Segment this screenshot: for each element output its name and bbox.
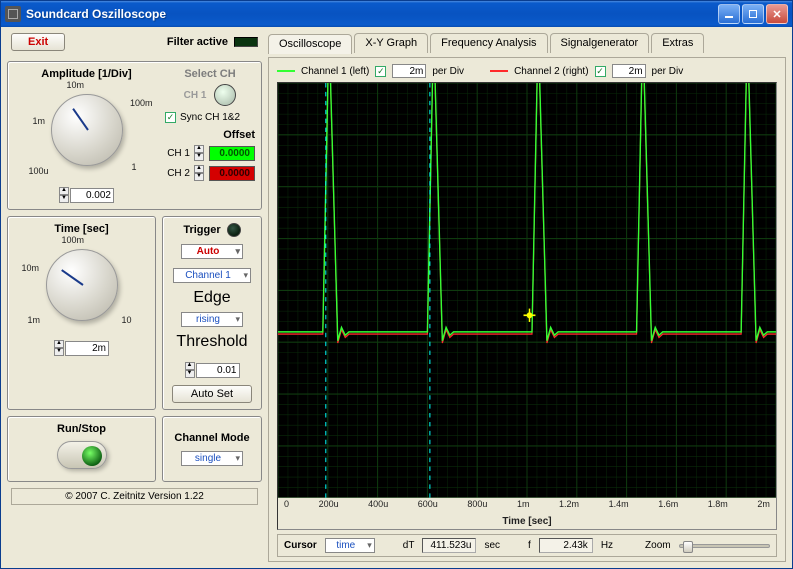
- time-panel: Time [sec] 1m 10m 100m 10 ▲▼: [7, 216, 156, 410]
- amplitude-knob[interactable]: 1m 10m 100m 1 100u: [37, 84, 137, 174]
- exit-button[interactable]: Exit: [11, 33, 65, 51]
- version-label: © 2007 C. Zeitnitz Version 1.22: [11, 488, 258, 505]
- titlebar[interactable]: Soundcard Oszilloscope ✕: [1, 1, 792, 27]
- runstop-panel: Run/Stop: [7, 416, 156, 482]
- trigger-led: [227, 223, 241, 237]
- f-label: f: [528, 540, 531, 551]
- amplitude-panel: Amplitude [1/Div] 1m 10m 100m 1 100u ▲▼: [7, 61, 262, 210]
- f-unit: Hz: [601, 540, 613, 551]
- threshold-title: Threshold: [169, 333, 255, 351]
- runstop-title: Run/Stop: [14, 423, 149, 435]
- f-value: 2.43k: [539, 538, 593, 553]
- channel-mode-title: Channel Mode: [169, 432, 255, 444]
- select-ch-title: Select CH: [165, 68, 255, 80]
- autoset-button[interactable]: Auto Set: [172, 385, 252, 403]
- sync-label: Sync CH 1&2: [180, 112, 240, 123]
- app-icon: [5, 6, 21, 22]
- legend-ch2-checkbox[interactable]: ✓: [595, 66, 606, 77]
- dt-label: dT: [403, 540, 415, 551]
- oscilloscope-tab-body: Channel 1 (left) ✓ per Div Channel 2 (ri…: [268, 57, 786, 562]
- threshold-input[interactable]: ▲▼: [185, 362, 240, 378]
- offset-ch1-label: CH 1: [167, 148, 190, 159]
- legend-per-div-2: per Div: [652, 66, 684, 77]
- legend-ch1-label: Channel 1 (left): [301, 66, 369, 77]
- trigger-title: Trigger: [183, 224, 220, 236]
- x-axis-title: Time [sec]: [280, 516, 774, 527]
- trigger-edge-select[interactable]: rising: [181, 312, 243, 327]
- offset-title: Offset: [165, 129, 255, 141]
- dt-value: 411.523u: [422, 538, 476, 553]
- maximize-button[interactable]: [742, 4, 764, 24]
- offset-ch2-label: CH 2: [167, 168, 190, 179]
- minimize-button[interactable]: [718, 4, 740, 24]
- window-title: Soundcard Oszilloscope: [26, 7, 718, 21]
- tab-frequency-analysis[interactable]: Frequency Analysis: [430, 33, 547, 53]
- zoom-slider[interactable]: [679, 544, 770, 548]
- legend-ch2-label: Channel 2 (right): [514, 66, 588, 77]
- offset-ch1-value[interactable]: 0.0000: [209, 146, 255, 161]
- legend-ch1-div[interactable]: [392, 64, 426, 78]
- ch2-color-swatch: [490, 70, 508, 72]
- scope-display[interactable]: 0200u400u600u800u1m1.2m1.4m1.6m1.8m2m Ti…: [277, 82, 777, 530]
- amp-down-icon[interactable]: ▼: [59, 195, 69, 203]
- tab-bar: OscilloscopeX-Y GraphFrequency AnalysisS…: [268, 33, 786, 53]
- ch1-label: CH 1: [184, 90, 207, 101]
- sync-checkbox[interactable]: ✓: [165, 112, 176, 123]
- edge-title: Edge: [169, 289, 255, 307]
- filter-label: Filter active: [167, 36, 228, 48]
- filter-led: [234, 37, 258, 47]
- tab-signalgenerator[interactable]: Signalgenerator: [550, 33, 650, 53]
- cursor-title: Cursor: [284, 540, 317, 551]
- time-knob[interactable]: 1m 10m 100m 10: [32, 239, 132, 329]
- tab-oscilloscope[interactable]: Oscilloscope: [268, 34, 352, 54]
- amplitude-value-input[interactable]: ▲▼: [59, 187, 114, 203]
- channel-mode-select[interactable]: single: [181, 451, 243, 466]
- legend-per-div-1: per Div: [432, 66, 464, 77]
- channel-mode-panel: Channel Mode single: [162, 416, 262, 482]
- dt-unit: sec: [484, 540, 500, 551]
- ch1-color-swatch: [277, 70, 295, 72]
- ch1-led[interactable]: [214, 84, 236, 106]
- time-value-input[interactable]: ▲▼: [54, 340, 109, 356]
- app-window: Soundcard Oszilloscope ✕ Exit Filter act…: [0, 0, 793, 569]
- cursor-bar: Cursor time dT 411.523u sec f 2.43k Hz Z…: [277, 534, 777, 557]
- amplitude-title: Amplitude [1/Div]: [14, 68, 159, 80]
- amplitude-value[interactable]: [70, 188, 114, 203]
- trigger-mode-select[interactable]: Auto: [181, 244, 243, 259]
- tab-x-y-graph[interactable]: X-Y Graph: [354, 33, 428, 53]
- close-button[interactable]: ✕: [766, 4, 788, 24]
- trigger-channel-select[interactable]: Channel 1: [173, 268, 251, 283]
- trigger-panel: Trigger Auto Channel 1 Edge rising Thres…: [162, 216, 262, 410]
- runstop-toggle[interactable]: [57, 441, 107, 469]
- time-title: Time [sec]: [14, 223, 149, 235]
- time-value[interactable]: [65, 341, 109, 356]
- zoom-label: Zoom: [645, 540, 671, 551]
- cursor-mode-select[interactable]: time: [325, 538, 375, 553]
- legend-ch2-div[interactable]: [612, 64, 646, 78]
- legend-ch1-checkbox[interactable]: ✓: [375, 66, 386, 77]
- offset-ch2-value[interactable]: 0.0000: [209, 166, 255, 181]
- amp-up-icon[interactable]: ▲: [59, 187, 69, 195]
- tab-extras[interactable]: Extras: [651, 33, 704, 53]
